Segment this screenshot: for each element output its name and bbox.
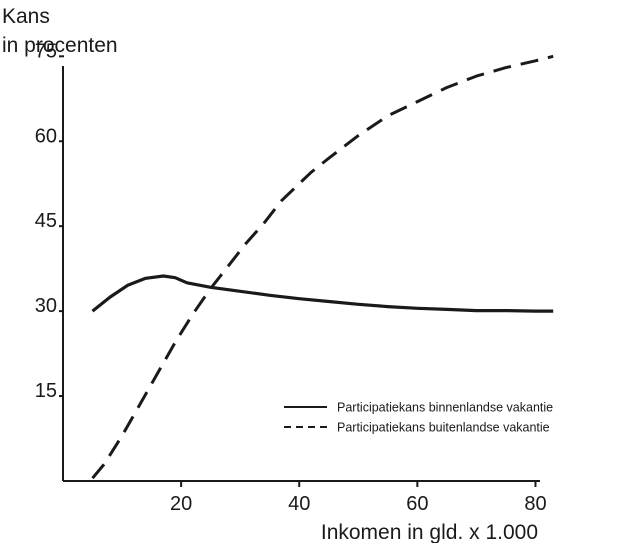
y-axis-label-line-1: Kans — [2, 5, 50, 28]
series-line-1 — [91, 274, 554, 313]
legend: Participatiekans binnenlandse vakantie Pa… — [284, 401, 553, 435]
legend-label-1: Participatiekans binnenlandse vakantie — [337, 401, 553, 415]
x-axis-label: Inkomen in gld. x 1.000 — [321, 521, 538, 543]
series-line-2 — [91, 54, 554, 480]
x-tick-label: 80 — [524, 493, 546, 515]
x-tick-label: 20 — [170, 493, 192, 515]
legend-label-2: Participatiekans buitenlandse vakantie — [337, 421, 550, 435]
y-tick-label: 15 — [35, 380, 57, 402]
x-tick-label: 40 — [288, 493, 310, 515]
y-tick-label: 60 — [35, 125, 57, 147]
tick-marks: 15 30 45 60 75 20 40 60 80 — [35, 40, 547, 515]
x-tick-label: 60 — [406, 493, 428, 515]
y-tick-label: 45 — [35, 210, 57, 232]
y-tick-label: 30 — [35, 295, 57, 317]
axes — [62, 66, 540, 482]
y-tick-label: 75 — [35, 40, 57, 62]
y-axis-label-line-2: in procenten — [2, 34, 118, 57]
series-lines — [91, 54, 554, 480]
